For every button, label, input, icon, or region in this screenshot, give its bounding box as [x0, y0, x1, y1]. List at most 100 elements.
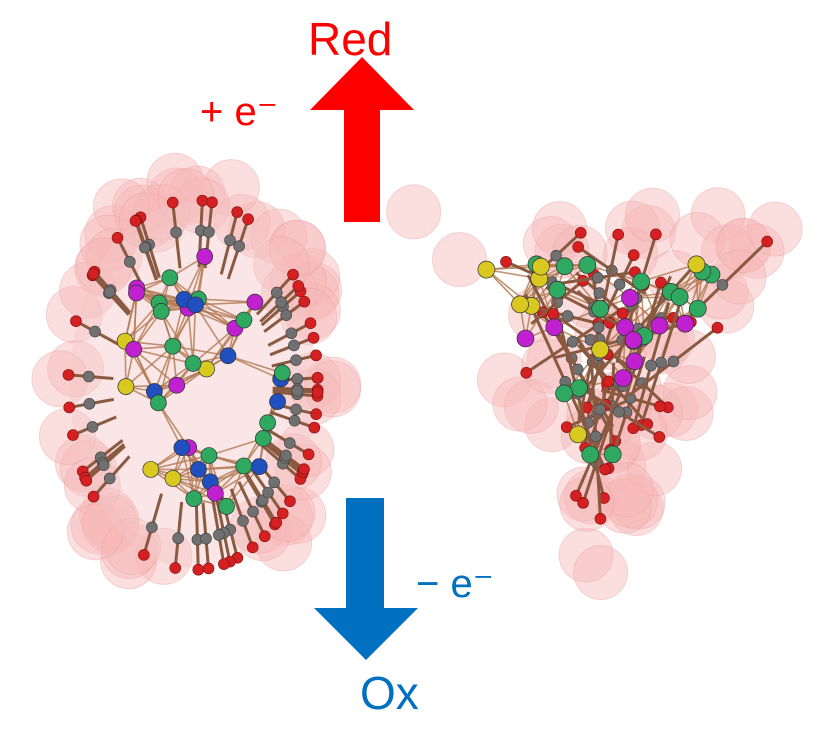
carbon-atom	[290, 354, 302, 366]
oxygen-atom	[655, 276, 667, 289]
oxygen-atom	[67, 429, 79, 441]
halo-sphere	[573, 545, 629, 601]
oxygen-atom	[169, 562, 182, 574]
carbon-atom	[203, 226, 215, 238]
oxygen-atom	[310, 408, 322, 420]
carbon-atom	[213, 529, 225, 541]
carbon-atom	[262, 486, 274, 499]
carbon-atom	[146, 521, 158, 534]
metal-atom	[555, 257, 574, 276]
metal-bond	[172, 345, 229, 357]
oxygen-atom	[196, 194, 209, 207]
metal-atom	[164, 470, 182, 487]
halo-sphere	[146, 152, 204, 210]
halo-sphere	[711, 249, 767, 305]
oxygen-atom	[711, 321, 724, 334]
metal-atom	[190, 461, 207, 478]
halo-sphere	[81, 496, 139, 554]
metal-atom	[200, 447, 218, 464]
metal-atom	[516, 329, 535, 348]
oxygen-atom	[627, 422, 640, 435]
oxygen-atom	[304, 317, 317, 329]
oxygen-atom	[138, 549, 150, 561]
metal-atom	[670, 288, 689, 306]
halo-sphere	[662, 364, 718, 420]
oxygen-atom	[577, 497, 589, 509]
metal-bond	[227, 355, 283, 374]
carbon-atom	[283, 437, 296, 449]
metal-atom	[624, 331, 643, 350]
oxygen-atom	[62, 369, 75, 381]
carbon-atom	[224, 234, 236, 247]
carbon-atom	[89, 325, 101, 338]
metal-atom	[246, 293, 264, 311]
oxygen-atom	[298, 463, 310, 475]
metal-bond	[125, 345, 174, 388]
carbon-atom	[83, 397, 96, 410]
halo-sphere	[596, 478, 652, 534]
halo-sphere	[476, 352, 532, 408]
metal-atom	[117, 378, 135, 395]
oxygen-atom	[63, 401, 76, 414]
add-electron-label: + e⁻	[200, 90, 278, 134]
oxygen-atom	[287, 268, 299, 281]
oxygen-atom	[70, 315, 82, 327]
metal-bond	[133, 348, 178, 386]
halo-sphere	[558, 527, 614, 583]
metal-atom	[150, 394, 167, 412]
oxygen-atom	[218, 558, 230, 570]
reduction-label: Red	[308, 13, 393, 65]
halo-sphere	[610, 474, 666, 530]
metal-atom	[555, 384, 573, 403]
carbon-atom	[593, 287, 606, 299]
oxygen-atom	[599, 463, 611, 476]
metal-atom	[142, 461, 160, 478]
halo-sphere	[250, 208, 308, 266]
carbon-atom	[280, 309, 292, 321]
halo-sphere	[82, 493, 140, 551]
metal-atom	[128, 284, 145, 302]
metal-bond	[150, 454, 210, 471]
halo-sphere	[503, 378, 559, 434]
oxygen-atom	[246, 541, 259, 554]
carbon-atom	[275, 296, 287, 308]
carbon-atom	[594, 403, 606, 416]
carbon-atom	[591, 271, 604, 284]
oxidation-arrow	[314, 498, 418, 660]
carbon-atom	[237, 515, 249, 527]
metal-atom	[625, 352, 644, 371]
halo-sphere	[104, 517, 162, 575]
oxygen-atom	[242, 213, 254, 225]
oxidation-label: Ox	[360, 667, 419, 719]
metal-atom	[591, 299, 610, 318]
metal-atom	[614, 369, 633, 387]
metal-atom	[603, 445, 622, 464]
metal-bond	[193, 465, 245, 500]
carbon-atom	[288, 339, 300, 352]
carbon-atom	[550, 249, 562, 262]
metal-atom	[581, 445, 600, 464]
oxygen-atom	[547, 308, 559, 320]
metal-bond	[198, 298, 245, 321]
oxygen-atom	[192, 563, 205, 576]
oxygen-atom	[602, 375, 615, 388]
halo-sphere	[157, 168, 215, 226]
metal-atom	[161, 269, 179, 287]
carbon-atom	[667, 355, 680, 368]
oxygen-atom	[612, 228, 624, 241]
oxygen-atom	[307, 331, 320, 344]
carbon-atom	[291, 385, 304, 397]
oxygen-atom	[761, 235, 773, 248]
metal-bond	[195, 304, 245, 321]
metal-bond	[208, 437, 264, 457]
metal-atom	[688, 299, 707, 318]
metal-bond	[160, 310, 194, 364]
metal-atom	[687, 255, 706, 274]
oxygen-atom	[572, 241, 584, 253]
oxygen-atom	[570, 489, 582, 502]
halo-sphere	[608, 481, 664, 537]
carbon-atom	[288, 414, 301, 427]
metal-atom	[578, 256, 597, 274]
oxygen-atom	[87, 490, 100, 503]
